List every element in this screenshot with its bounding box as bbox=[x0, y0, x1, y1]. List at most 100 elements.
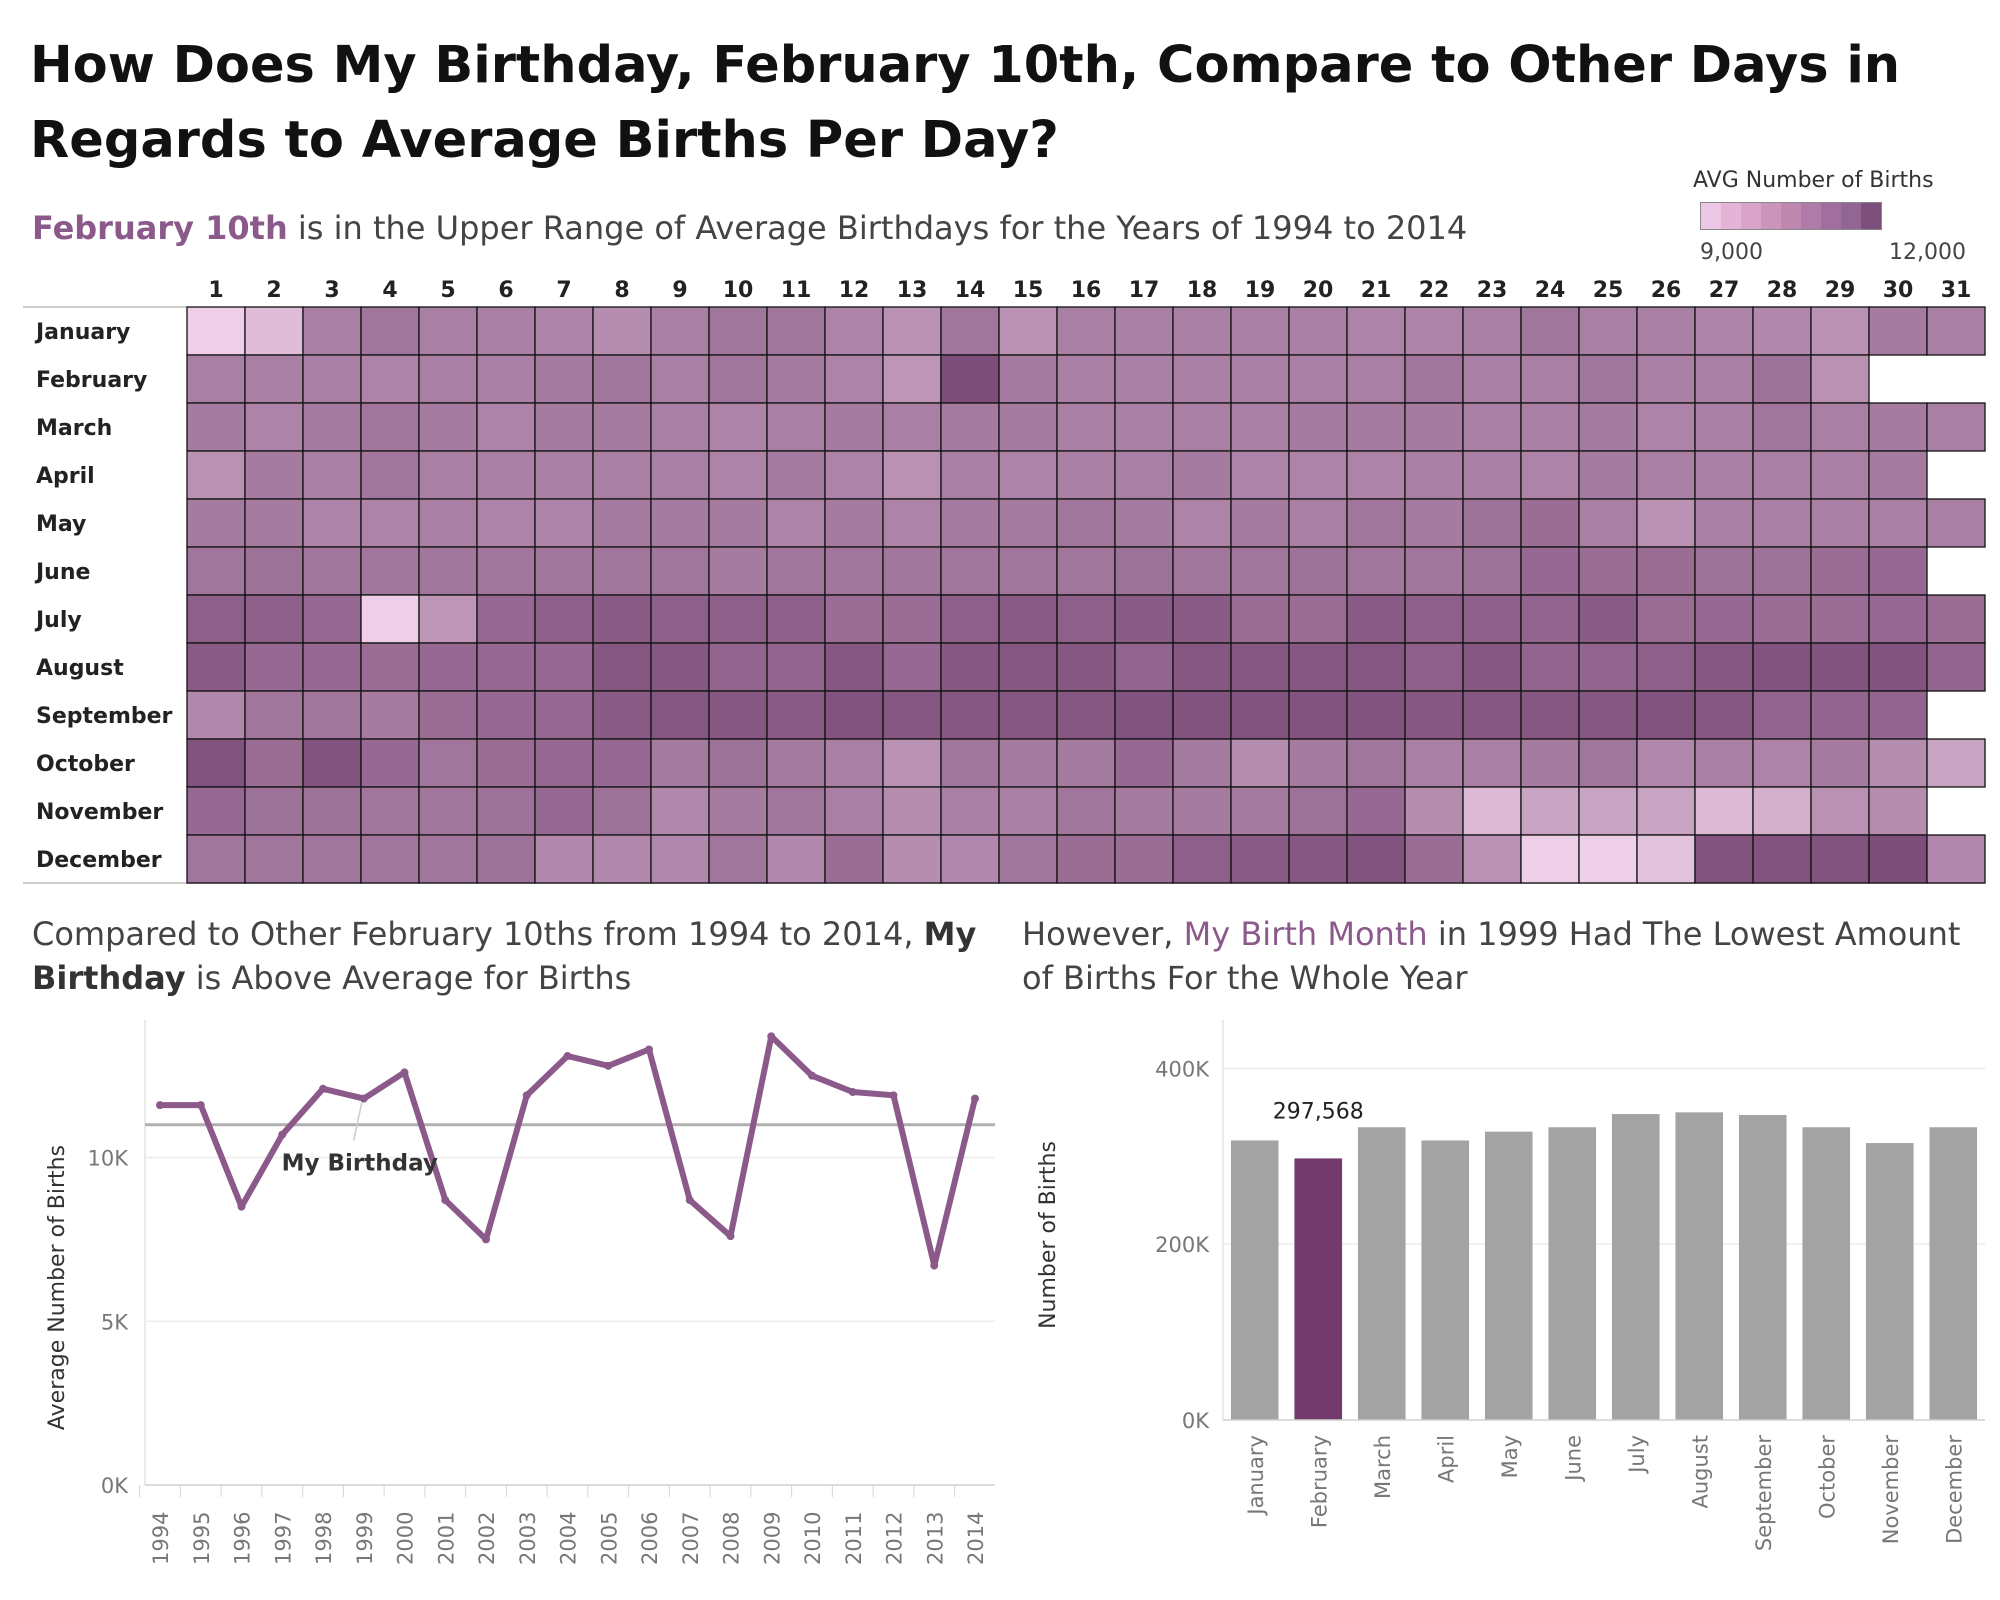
heatmap-cell[interactable] bbox=[534, 306, 594, 356]
heatmap-cell[interactable] bbox=[1520, 306, 1580, 356]
heatmap-cell[interactable] bbox=[1694, 834, 1754, 884]
heatmap-cell[interactable] bbox=[1694, 306, 1754, 356]
heatmap-cell[interactable] bbox=[244, 354, 304, 404]
heatmap-cell[interactable] bbox=[418, 546, 478, 596]
bar[interactable] bbox=[1929, 1127, 1978, 1420]
heatmap-cell[interactable] bbox=[1056, 786, 1116, 836]
heatmap-cell[interactable] bbox=[418, 450, 478, 500]
heatmap-cell[interactable] bbox=[1404, 498, 1464, 548]
line-point[interactable] bbox=[604, 1061, 613, 1070]
heatmap-cell[interactable] bbox=[1636, 690, 1696, 740]
heatmap-cell[interactable] bbox=[650, 450, 710, 500]
heatmap-cell[interactable] bbox=[1288, 834, 1348, 884]
heatmap-cell[interactable] bbox=[1404, 450, 1464, 500]
bar[interactable] bbox=[1865, 1143, 1914, 1420]
heatmap-cell[interactable] bbox=[998, 690, 1058, 740]
heatmap-cell[interactable] bbox=[1868, 450, 1928, 500]
heatmap-cell[interactable] bbox=[940, 834, 1000, 884]
line-point[interactable] bbox=[522, 1091, 531, 1100]
heatmap-cell[interactable] bbox=[1462, 498, 1522, 548]
heatmap-cell[interactable] bbox=[186, 498, 246, 548]
heatmap-cell[interactable] bbox=[1520, 690, 1580, 740]
heatmap-cell[interactable] bbox=[534, 450, 594, 500]
line-point[interactable] bbox=[848, 1088, 857, 1097]
heatmap-cell[interactable] bbox=[1230, 738, 1290, 788]
heatmap-cell[interactable] bbox=[882, 546, 942, 596]
heatmap-cell[interactable] bbox=[1752, 402, 1812, 452]
heatmap-cell[interactable] bbox=[1056, 690, 1116, 740]
heatmap-cell[interactable] bbox=[592, 594, 652, 644]
heatmap-cell[interactable] bbox=[1114, 834, 1174, 884]
heatmap-cell[interactable] bbox=[1056, 834, 1116, 884]
heatmap-cell[interactable] bbox=[1172, 450, 1232, 500]
heatmap-cell[interactable] bbox=[1346, 546, 1406, 596]
heatmap-cell[interactable] bbox=[650, 498, 710, 548]
heatmap-cell[interactable] bbox=[1520, 450, 1580, 500]
heatmap-cell[interactable] bbox=[1346, 594, 1406, 644]
heatmap-cell[interactable] bbox=[1752, 834, 1812, 884]
heatmap-cell[interactable] bbox=[998, 834, 1058, 884]
heatmap-cell[interactable] bbox=[1636, 402, 1696, 452]
heatmap-cell[interactable] bbox=[1578, 690, 1638, 740]
bar[interactable] bbox=[1675, 1112, 1724, 1420]
heatmap-cell[interactable] bbox=[1230, 690, 1290, 740]
heatmap-cell[interactable] bbox=[302, 642, 362, 692]
heatmap-cell[interactable] bbox=[1172, 498, 1232, 548]
heatmap-cell[interactable] bbox=[1114, 690, 1174, 740]
heatmap-cell[interactable] bbox=[1056, 594, 1116, 644]
heatmap-cell[interactable] bbox=[302, 786, 362, 836]
heatmap-cell[interactable] bbox=[418, 834, 478, 884]
heatmap-cell[interactable] bbox=[592, 738, 652, 788]
bar[interactable] bbox=[1484, 1131, 1533, 1420]
heatmap-cell[interactable] bbox=[940, 642, 1000, 692]
heatmap-cell[interactable] bbox=[998, 594, 1058, 644]
heatmap-cell[interactable] bbox=[1230, 642, 1290, 692]
heatmap-cell[interactable] bbox=[1346, 834, 1406, 884]
heatmap-cell[interactable] bbox=[1404, 306, 1464, 356]
heatmap-cell[interactable] bbox=[1230, 594, 1290, 644]
bar[interactable] bbox=[1357, 1127, 1406, 1420]
heatmap-cell[interactable] bbox=[940, 738, 1000, 788]
heatmap-cell[interactable] bbox=[1636, 738, 1696, 788]
heatmap-cell[interactable] bbox=[1462, 786, 1522, 836]
heatmap-cell[interactable] bbox=[998, 546, 1058, 596]
heatmap-cell[interactable] bbox=[1288, 642, 1348, 692]
heatmap-cell[interactable] bbox=[998, 786, 1058, 836]
heatmap-cell[interactable] bbox=[766, 690, 826, 740]
heatmap-cell[interactable] bbox=[650, 786, 710, 836]
heatmap-cell[interactable] bbox=[1404, 690, 1464, 740]
heatmap-cell[interactable] bbox=[1636, 546, 1696, 596]
heatmap-cell[interactable] bbox=[244, 594, 304, 644]
heatmap-cell[interactable] bbox=[1346, 642, 1406, 692]
heatmap-cell[interactable] bbox=[766, 786, 826, 836]
heatmap-cell[interactable] bbox=[534, 786, 594, 836]
heatmap-cell[interactable] bbox=[1288, 402, 1348, 452]
heatmap-cell[interactable] bbox=[1462, 690, 1522, 740]
heatmap-cell[interactable] bbox=[1462, 738, 1522, 788]
heatmap-cell[interactable] bbox=[592, 834, 652, 884]
heatmap-cell[interactable] bbox=[1288, 546, 1348, 596]
heatmap-cell[interactable] bbox=[882, 306, 942, 356]
line-point[interactable] bbox=[319, 1084, 327, 1093]
heatmap-cell[interactable] bbox=[766, 594, 826, 644]
heatmap-cell[interactable] bbox=[650, 402, 710, 452]
heatmap-cell[interactable] bbox=[1868, 690, 1928, 740]
heatmap-cell[interactable] bbox=[1230, 498, 1290, 548]
heatmap-cell[interactable] bbox=[360, 546, 420, 596]
heatmap-cell[interactable] bbox=[882, 690, 942, 740]
heatmap-cell[interactable] bbox=[1520, 498, 1580, 548]
heatmap-cell[interactable] bbox=[1172, 402, 1232, 452]
heatmap-cell[interactable] bbox=[1520, 834, 1580, 884]
heatmap-cell[interactable] bbox=[824, 594, 884, 644]
heatmap-cell[interactable] bbox=[1114, 354, 1174, 404]
heatmap-cell[interactable] bbox=[534, 834, 594, 884]
heatmap-cell[interactable] bbox=[302, 402, 362, 452]
heatmap-cell[interactable] bbox=[476, 786, 536, 836]
heatmap-cell[interactable] bbox=[940, 786, 1000, 836]
line-point[interactable] bbox=[563, 1052, 572, 1061]
heatmap-cell[interactable] bbox=[592, 498, 652, 548]
heatmap-cell[interactable] bbox=[360, 786, 420, 836]
heatmap-cell[interactable] bbox=[186, 402, 246, 452]
heatmap-cell[interactable] bbox=[650, 546, 710, 596]
heatmap-cell[interactable] bbox=[1926, 834, 1986, 884]
